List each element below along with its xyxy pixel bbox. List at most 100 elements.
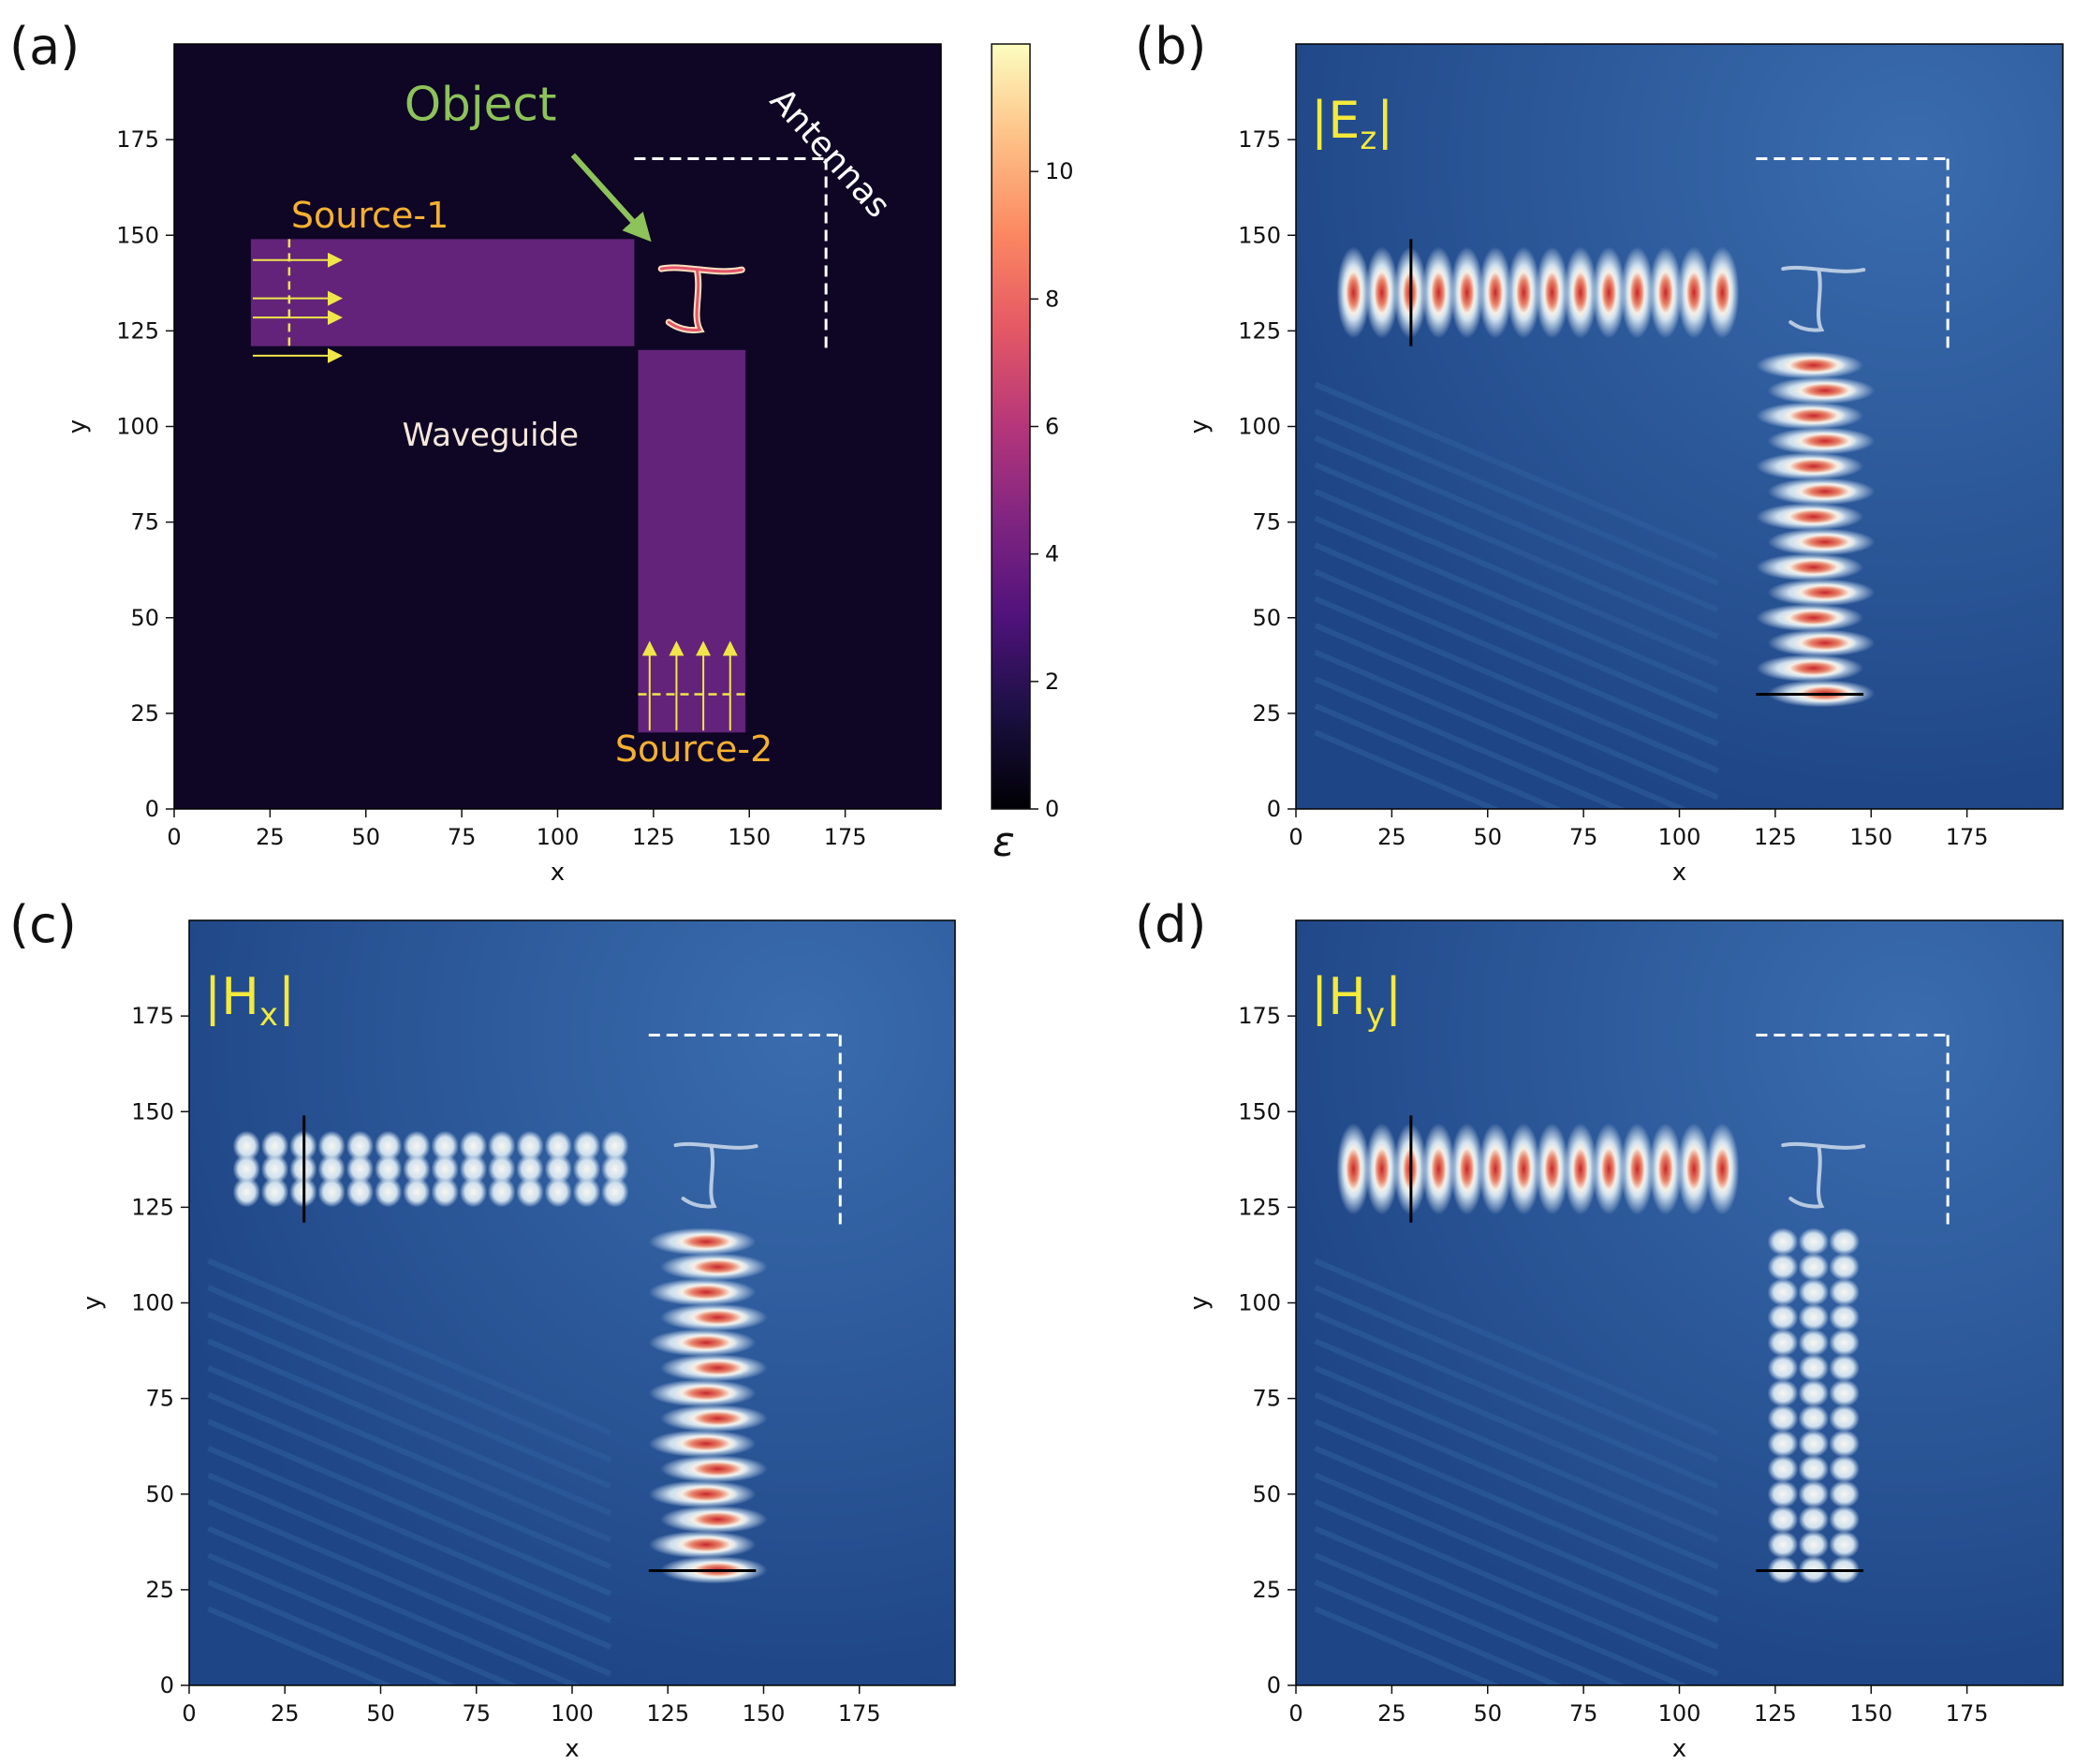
field-lobe — [572, 1130, 601, 1162]
field-hotspot — [673, 1434, 739, 1453]
interference-streak — [207, 1445, 612, 1624]
field-lobe — [403, 1176, 431, 1208]
field-hotspot — [1626, 265, 1648, 320]
y-tick-label: 75 — [1252, 509, 1281, 536]
permittivity-background — [174, 44, 941, 809]
field-lobe — [1829, 1455, 1860, 1483]
interference-streak — [207, 1338, 612, 1516]
field-hotspot — [1598, 265, 1619, 320]
field-lobe — [1767, 1480, 1799, 1508]
y-tick-label: 175 — [1238, 126, 1281, 153]
field-hotspot — [1626, 1141, 1648, 1197]
field-lobe — [1767, 1278, 1799, 1306]
x-tick-label: 175 — [1946, 1700, 1989, 1727]
field-hotspot — [1781, 658, 1847, 678]
field-lobe — [1767, 1530, 1799, 1559]
field-lobe — [260, 1154, 289, 1184]
field-hotspot — [1684, 265, 1704, 320]
object-label: Object — [405, 78, 557, 132]
interference-streak — [1314, 1391, 1719, 1570]
field-lobe — [374, 1154, 403, 1184]
field-lobe — [1829, 1253, 1860, 1281]
colorbar-tick-label: 6 — [1045, 414, 1059, 440]
x-tick-label: 125 — [1754, 1700, 1797, 1727]
y-tick-label: 175 — [1238, 1003, 1281, 1029]
interference-streak — [1314, 1419, 1719, 1596]
field-lobe — [1798, 1480, 1830, 1508]
source-1-label: Source-1 — [291, 195, 449, 236]
colorbar-tick-label: 10 — [1045, 158, 1074, 184]
field-lobe — [516, 1130, 544, 1162]
y-tick-label: 0 — [1267, 1672, 1281, 1698]
x-tick-label: 100 — [551, 1700, 594, 1727]
field-hotspot — [1372, 265, 1392, 320]
interference-streak — [1314, 649, 1689, 809]
interference-streak — [207, 1257, 612, 1436]
interference-streak — [207, 1525, 582, 1685]
field-lobe — [488, 1176, 516, 1208]
field-lobe — [1829, 1506, 1860, 1534]
field-lobe — [1829, 1430, 1860, 1458]
y-tick-label: 125 — [1238, 1194, 1281, 1220]
field-hotspot — [1541, 1141, 1563, 1197]
interference-streak — [207, 1419, 612, 1596]
x-tick-label: 25 — [256, 824, 285, 850]
source-2-label: Source-2 — [615, 728, 773, 770]
field-hotspot — [1684, 1141, 1704, 1197]
panel-label-c: (c) — [9, 895, 77, 954]
field-lobe — [1829, 1379, 1860, 1407]
x-tick-label: 175 — [1946, 824, 1989, 850]
field-label: |Hy| — [1311, 967, 1402, 1034]
field-hotspot — [1428, 265, 1449, 320]
y-axis-label: y — [1185, 1296, 1214, 1310]
y-tick-label: 75 — [145, 1386, 174, 1412]
waveguide-segment-2 — [638, 349, 746, 733]
field-background — [1296, 920, 2063, 1685]
x-tick-label: 75 — [462, 1700, 491, 1727]
panel-c-hx-field: 0 25 50 75 100 125 150 175 0 25 50 75 100 125 150 175 x y… — [79, 919, 956, 1763]
field-hotspot — [1541, 265, 1563, 320]
y-axis-label: y — [79, 1296, 107, 1310]
interference-streak — [1314, 1311, 1719, 1490]
field-hotspot — [685, 1459, 750, 1478]
field-hotspot — [1656, 265, 1676, 320]
field-lobe — [1829, 1329, 1860, 1357]
colorbar-tick-label: 8 — [1045, 286, 1059, 312]
x-tick-label: 50 — [1473, 1700, 1502, 1727]
field-label: |Ez| — [1311, 91, 1393, 157]
x-tick-label: 0 — [1288, 824, 1302, 850]
field-lobe — [1798, 1455, 1830, 1483]
field-lobe — [1798, 1329, 1830, 1357]
field-lobe — [431, 1154, 459, 1184]
field-hotspot — [1372, 1141, 1392, 1197]
field-background — [1296, 44, 2063, 809]
colorbar-tick-label: 2 — [1045, 669, 1059, 695]
field-lobe — [1767, 1227, 1799, 1256]
x-tick-label: 150 — [1849, 1700, 1892, 1727]
field-lobe — [317, 1130, 346, 1162]
y-tick-label: 100 — [1238, 414, 1281, 440]
x-axis-label: x — [1672, 1735, 1686, 1763]
field-hotspot — [1792, 432, 1858, 450]
field-hotspot — [1792, 533, 1858, 551]
interference-streak — [1314, 489, 1719, 667]
field-lobe — [317, 1176, 346, 1208]
field-hotspot — [685, 1409, 750, 1428]
y-tick-label: 0 — [160, 1672, 174, 1698]
y-tick-label: 25 — [145, 1577, 174, 1603]
x-tick-label: 0 — [182, 1700, 196, 1727]
field-lobe — [1767, 1379, 1799, 1407]
object-core — [659, 266, 743, 332]
y-tick-label: 100 — [116, 414, 159, 440]
field-lobe — [544, 1130, 572, 1162]
field-hotspot — [685, 1308, 750, 1327]
x-tick-label: 125 — [1754, 824, 1797, 850]
field-lobe — [544, 1154, 572, 1184]
interference-streak — [1314, 702, 1565, 809]
field-lobe — [1829, 1404, 1860, 1433]
field-hotspot — [673, 1535, 739, 1554]
field-map — [1296, 44, 2063, 809]
colorbar: 0 2 4 6 8 10 ε — [991, 43, 1074, 866]
field-lobe — [403, 1154, 431, 1184]
